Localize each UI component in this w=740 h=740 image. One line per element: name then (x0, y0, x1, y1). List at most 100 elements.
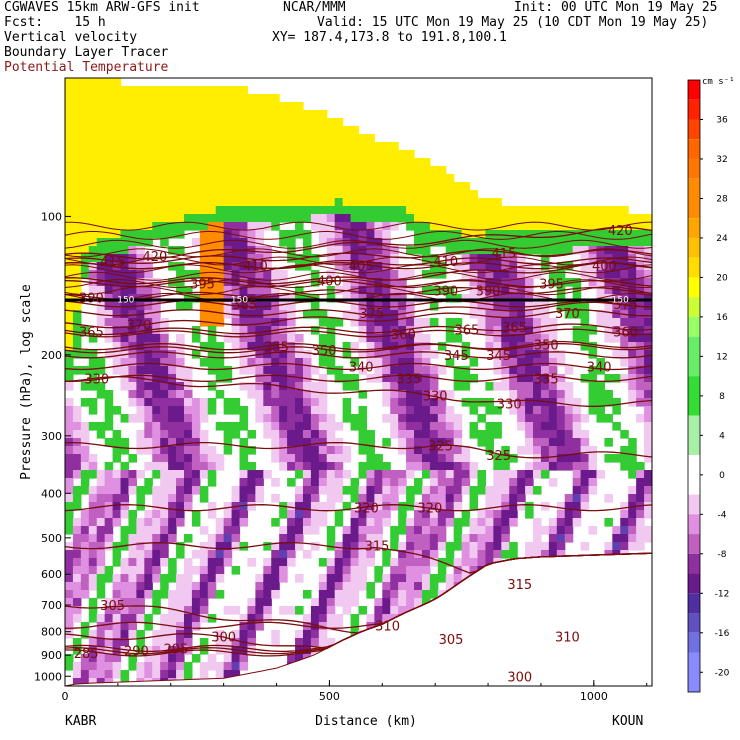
shading-cell (636, 294, 645, 303)
shading-cell (136, 382, 145, 391)
shading-cell (65, 470, 74, 479)
shading-cell (136, 134, 145, 143)
shading-cell (247, 174, 256, 183)
shading-cell (509, 342, 518, 351)
shading-cell (120, 134, 130, 143)
isentrope-label: 305 (439, 633, 464, 648)
shading-cell (295, 222, 304, 231)
shading-cell (263, 142, 272, 151)
shading-cell (580, 246, 590, 255)
shading-cell (128, 246, 137, 255)
shading-cell (231, 670, 241, 679)
shading-cell (437, 406, 447, 415)
shading-cell (191, 190, 201, 199)
shading-cell (326, 326, 336, 335)
shading-cell (612, 422, 621, 431)
shading-cell (65, 414, 74, 423)
shading-cell (120, 126, 130, 135)
shading-cell (168, 414, 177, 423)
shading-cell (620, 430, 629, 439)
shading-cell (390, 174, 399, 183)
shading-cell (152, 174, 161, 183)
shading-cell (144, 382, 153, 391)
shading-cell (644, 358, 652, 367)
shading-cell (366, 542, 375, 551)
shading-cell (96, 302, 106, 311)
shading-cell (509, 510, 518, 519)
shading-cell (636, 342, 645, 351)
shading-cell (152, 470, 161, 479)
shading-cell (358, 550, 368, 559)
shading-cell (548, 390, 558, 399)
shading-cell (104, 174, 114, 183)
shading-cell (239, 238, 249, 247)
shading-cell (564, 382, 574, 391)
shading-cell (636, 230, 645, 239)
shading-cell (501, 358, 510, 367)
shading-cell (604, 286, 613, 295)
shading-cell (183, 486, 193, 495)
isentrope-label: 325 (428, 440, 453, 455)
shading-cell (152, 350, 161, 359)
shading-cell (302, 310, 312, 319)
shading-cell (533, 526, 542, 535)
shading-cell (580, 214, 590, 223)
shading-cell (239, 470, 249, 479)
shading-cell (144, 582, 153, 591)
shading-cell (263, 150, 272, 159)
shading-cell (136, 406, 145, 415)
shading-cell (533, 518, 542, 527)
shading-cell (215, 222, 225, 231)
shading-cell (485, 486, 494, 495)
shading-cell (168, 566, 177, 575)
shading-cell (231, 654, 241, 663)
shading-cell (437, 438, 447, 447)
shading-cell (628, 510, 637, 519)
shading-cell (350, 550, 360, 559)
field-vertical-velocity: Vertical velocity (4, 30, 138, 45)
shading-cell (255, 334, 264, 343)
shading-cell (223, 238, 233, 247)
shading-cell (596, 366, 606, 375)
isentrope-label: 395 (190, 278, 215, 293)
shading-cell (533, 438, 542, 447)
shading-cell (406, 214, 415, 223)
shading-cell (176, 286, 185, 295)
shading-cell (191, 478, 201, 487)
shading-cell (390, 606, 399, 615)
shading-cell (493, 510, 502, 519)
shading-cell (342, 206, 352, 215)
shading-cell (112, 246, 122, 255)
shading-cell (271, 182, 280, 191)
shading-cell (406, 398, 415, 407)
shading-cell (239, 198, 249, 207)
shading-cell (302, 486, 312, 495)
shading-cell (556, 390, 566, 399)
shading-cell (604, 318, 613, 327)
shading-cell (199, 550, 209, 559)
shading-cell (104, 310, 114, 319)
shading-cell (620, 238, 629, 247)
shading-cell (564, 222, 574, 231)
shading-cell (429, 582, 439, 591)
shading-cell (596, 310, 606, 319)
shading-cell (72, 86, 82, 95)
shading-cell (398, 590, 407, 599)
shading-cell (65, 574, 74, 583)
shading-cell (588, 390, 598, 399)
shading-cell (414, 190, 423, 199)
shading-cell (390, 214, 399, 223)
shading-cell (112, 406, 122, 415)
shading-cell (445, 174, 455, 183)
shading-cell (358, 134, 368, 143)
shading-cell (414, 366, 423, 375)
shading-cell (168, 598, 177, 607)
shading-cell (382, 550, 391, 559)
shading-cell (176, 350, 185, 359)
colorbar-swatch (688, 218, 700, 238)
shading-cell (207, 542, 217, 551)
shading-cell (128, 662, 137, 671)
shading-cell (65, 566, 74, 575)
shading-cell (128, 510, 137, 519)
shading-cell (398, 294, 407, 303)
